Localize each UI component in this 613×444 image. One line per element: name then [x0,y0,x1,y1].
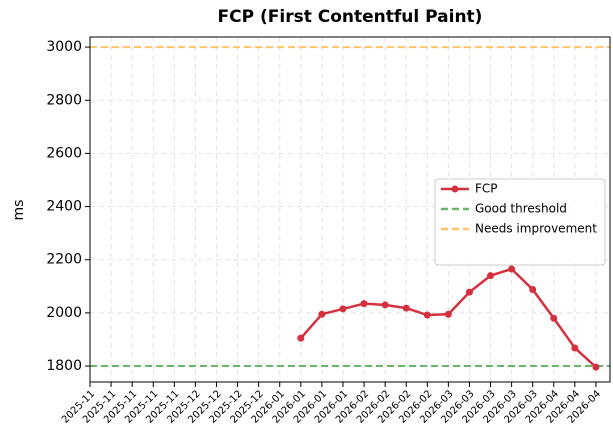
legend-label: Needs improvement [475,222,597,236]
data-point [360,300,368,308]
data-point [381,301,389,309]
data-point [318,310,326,318]
data-point [487,272,495,280]
legend-label: Good threshold [475,202,567,216]
legend-marker [451,185,459,193]
y-axis-label: ms [11,200,27,221]
data-point [592,363,600,371]
data-point [508,265,516,273]
data-point [423,311,431,319]
legend-label: FCP [475,182,498,196]
y-tick-label: 2000 [46,305,82,321]
chart-title: FCP (First Contentful Paint) [218,7,483,27]
y-tick-label: 1800 [46,358,82,374]
data-point [529,286,537,294]
y-tick-label: 2200 [46,252,82,268]
data-point [444,310,452,318]
data-point [297,334,305,342]
data-point [571,344,579,352]
data-point [339,305,347,313]
data-point [550,314,558,322]
y-tick-label: 2400 [46,199,82,215]
y-tick-label: 2800 [46,92,82,108]
y-tick-label: 2600 [46,145,82,161]
y-tick-label: 3000 [46,39,82,55]
data-point [465,288,473,296]
legend-box [434,178,606,266]
data-point [402,304,410,312]
plot-frame [89,36,611,383]
